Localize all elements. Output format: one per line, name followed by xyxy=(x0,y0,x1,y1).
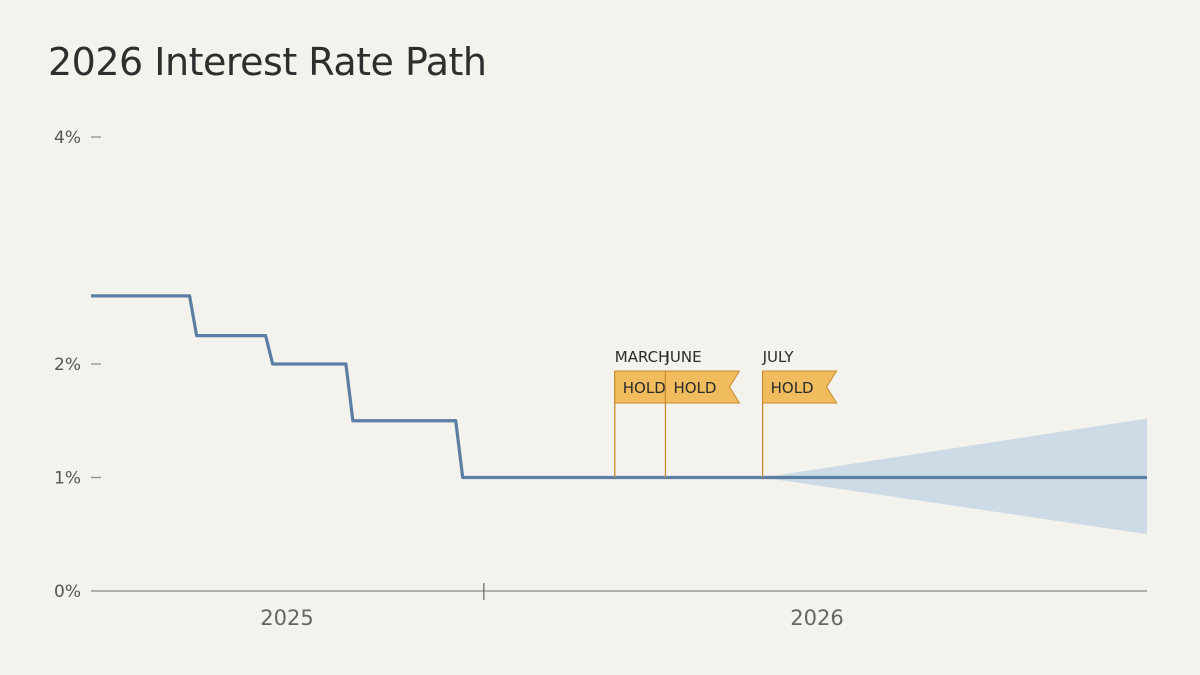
y-tick-label: 4% xyxy=(54,128,81,148)
flag-banner xyxy=(664,370,741,404)
flag-month-label: JUNE xyxy=(664,348,701,366)
x-axis: 2025 2026 xyxy=(91,583,1147,630)
flag-label: HOLD xyxy=(771,379,814,397)
y-tick-label: 2% xyxy=(54,355,81,375)
hold-flag: HOLD JULY xyxy=(762,348,838,478)
x-tick-label: 2025 xyxy=(260,606,313,630)
chart-title: 2026 Interest Rate Path xyxy=(48,40,487,84)
rate-line xyxy=(91,294,1147,480)
hold-flag: HOLD JUNE xyxy=(664,348,741,478)
rate-line-layer xyxy=(91,294,1147,480)
flag-month-label: JULY xyxy=(762,348,795,366)
flag-label: HOLD xyxy=(623,379,666,397)
y-tick-label: 0% xyxy=(54,582,81,602)
y-axis: 0% 1% 2% 4% xyxy=(54,128,101,602)
x-tick-label: 2026 xyxy=(790,606,843,630)
flag-banner xyxy=(762,370,838,404)
flag-month-label: MARCH xyxy=(615,348,670,366)
y-tick-label: 1% xyxy=(54,469,81,489)
flag-label: HOLD xyxy=(673,379,716,397)
hold-flag: HOLD MARCH xyxy=(614,348,690,478)
